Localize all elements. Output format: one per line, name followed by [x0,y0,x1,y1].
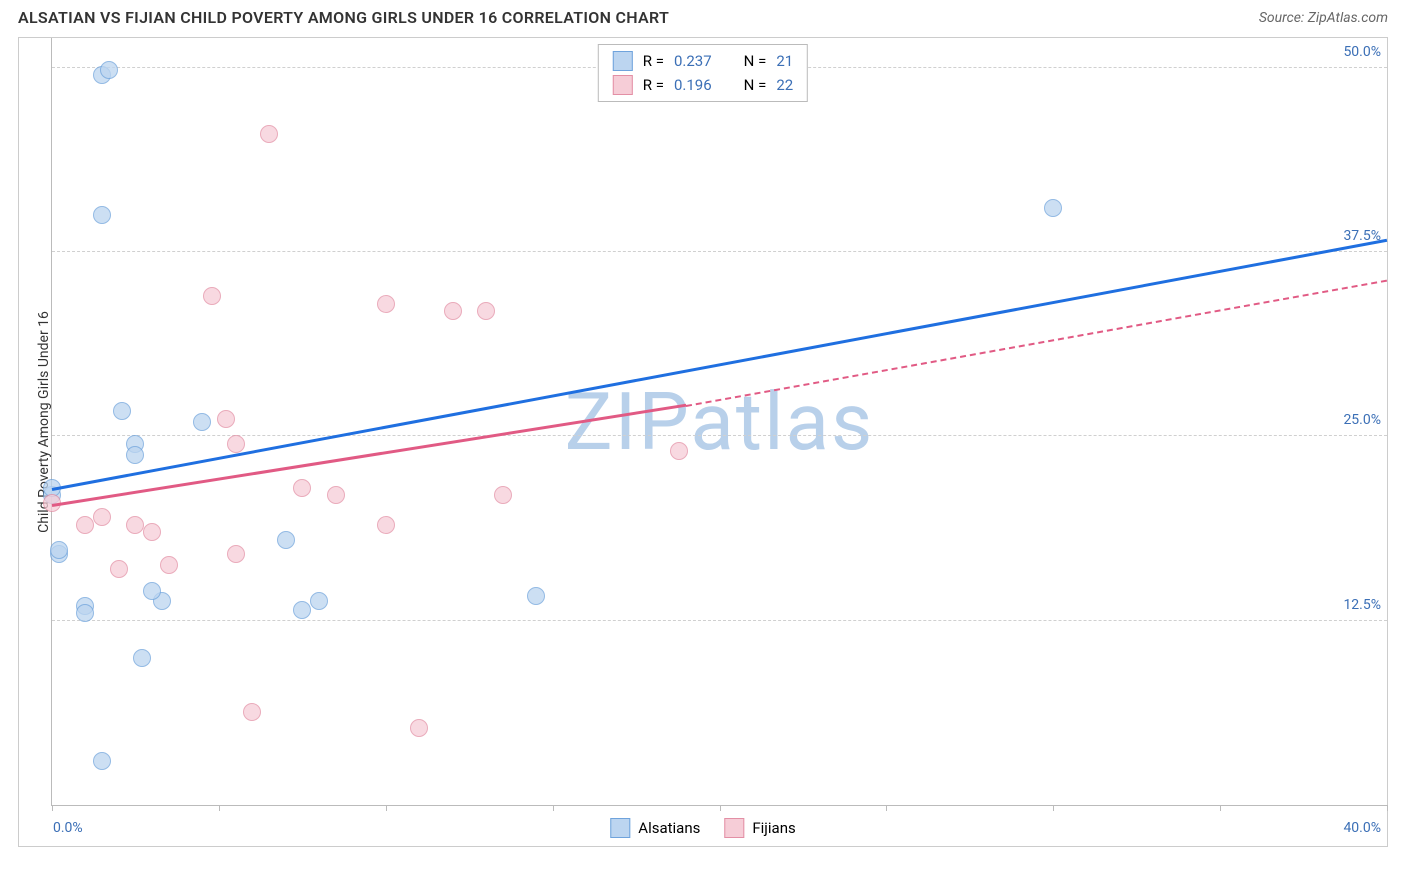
data-point [327,486,345,504]
gridline [52,435,1387,436]
legend-swatch [613,75,633,95]
gridline [52,620,1387,621]
x-tick [1053,805,1054,811]
x-axis-value: 0.0% [53,820,83,836]
data-point [243,703,261,721]
data-point [50,541,68,559]
data-point [126,516,144,534]
legend-swatch [610,818,630,838]
trend-line [52,239,1388,491]
source-name: ZipAtlas.com [1308,10,1388,26]
data-point [310,592,328,610]
legend-series-item: Alsatians [610,818,700,838]
chart-container: Child Poverty Among Girls Under 16 ZIPat… [18,37,1388,847]
data-point [76,604,94,622]
x-tick [52,805,53,811]
data-point [293,601,311,619]
n-label: N = [744,76,767,94]
y-axis-value: 50.0% [1343,44,1381,60]
legend-swatch [613,51,633,71]
data-point [377,516,395,534]
legend-stat-row: R = 0.196 N = 22 [599,73,807,97]
trend-line [52,404,687,507]
data-point [227,435,245,453]
r-label: R = [643,52,664,70]
data-point [227,545,245,563]
y-axis-value: 25.0% [1343,412,1381,428]
n-value: 22 [776,76,793,94]
data-point [76,516,94,534]
correlation-legend: R = 0.237 N = 21 R = 0.196 N = 22 [598,44,808,102]
data-point [93,508,111,526]
data-point [477,302,495,320]
r-value: 0.196 [674,76,712,94]
data-point [444,302,462,320]
data-point [193,413,211,431]
data-point [93,206,111,224]
data-point [217,410,235,428]
legend-swatch [724,818,744,838]
x-tick [386,805,387,811]
legend-series-name: Fijians [752,819,795,837]
x-axis-value: 40.0% [1343,820,1381,836]
n-label: N = [744,52,767,70]
x-tick [886,805,887,811]
data-point [160,556,178,574]
data-point [93,752,111,770]
data-point [527,587,545,605]
data-point [113,402,131,420]
source-attribution: Source: ZipAtlas.com [1259,10,1388,26]
legend-series-item: Fijians [724,818,795,838]
data-point [143,523,161,541]
data-point [1044,199,1062,217]
x-tick [553,805,554,811]
data-point [203,287,221,305]
x-tick [219,805,220,811]
x-tick [1387,805,1388,811]
data-point [143,582,161,600]
r-value: 0.237 [674,52,712,70]
data-point [377,295,395,313]
plot-area: Child Poverty Among Girls Under 16 ZIPat… [51,38,1387,806]
data-point [126,446,144,464]
r-label: R = [643,76,664,94]
trend-line [686,279,1387,406]
data-point [260,125,278,143]
data-point [293,479,311,497]
legend-stat-row: R = 0.237 N = 21 [599,49,807,73]
data-point [410,719,428,737]
data-point [494,486,512,504]
legend-series-name: Alsatians [638,819,700,837]
x-tick [1220,805,1221,811]
data-point [100,61,118,79]
data-point [110,560,128,578]
chart-title: ALSATIAN VS FIJIAN CHILD POVERTY AMONG G… [18,8,669,27]
gridline [52,251,1387,252]
series-legend: Alsatians Fijians [610,818,795,838]
source-label: Source: [1259,10,1304,26]
watermark-text: ZIPatlas [565,375,875,469]
data-point [277,531,295,549]
x-tick [720,805,721,811]
n-value: 21 [776,52,793,70]
data-point [133,649,151,667]
data-point [670,442,688,460]
header-bar: ALSATIAN VS FIJIAN CHILD POVERTY AMONG G… [0,0,1406,33]
y-axis-value: 12.5% [1343,597,1381,613]
